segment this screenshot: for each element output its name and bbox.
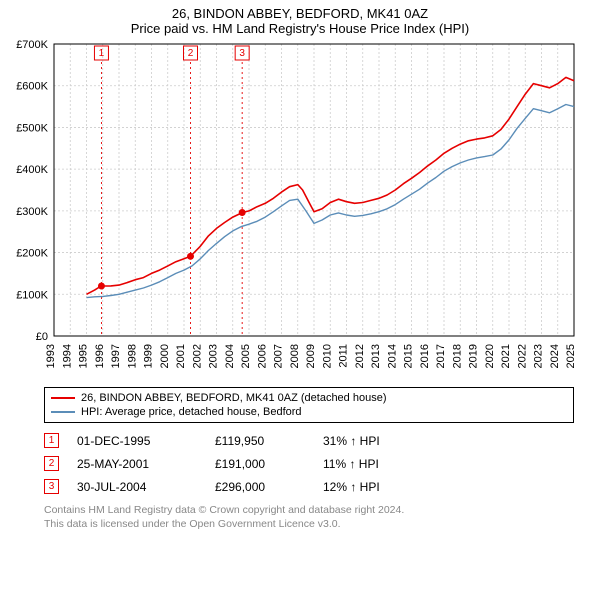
svg-text:£0: £0 [36, 331, 48, 343]
sales-delta: 31% ↑ HPI [323, 434, 574, 448]
svg-text:2001: 2001 [175, 344, 187, 368]
legend-swatch [51, 411, 75, 413]
svg-text:2008: 2008 [289, 344, 301, 368]
svg-text:2011: 2011 [338, 344, 350, 368]
svg-text:£500K: £500K [16, 122, 48, 134]
sales-marker: 1 [44, 433, 59, 448]
legend-item: 26, BINDON ABBEY, BEDFORD, MK41 0AZ (det… [51, 391, 567, 405]
sales-row: 3 30-JUL-2004 £296,000 12% ↑ HPI [44, 475, 574, 498]
svg-text:£400K: £400K [16, 164, 48, 176]
svg-text:£600K: £600K [16, 81, 48, 93]
sales-marker: 3 [44, 479, 59, 494]
svg-text:2017: 2017 [435, 344, 447, 368]
footer-line-1: Contains HM Land Registry data © Crown c… [44, 504, 574, 518]
svg-text:1994: 1994 [61, 344, 73, 368]
legend-label: HPI: Average price, detached house, Bedf… [81, 405, 302, 419]
svg-text:2010: 2010 [321, 344, 333, 368]
sales-price: £119,950 [215, 434, 305, 448]
svg-text:£300K: £300K [16, 206, 48, 218]
svg-text:£200K: £200K [16, 248, 48, 260]
svg-text:£700K: £700K [16, 40, 48, 51]
svg-text:2016: 2016 [419, 344, 431, 368]
svg-text:2006: 2006 [256, 344, 268, 368]
svg-text:2007: 2007 [273, 344, 285, 368]
legend-label: 26, BINDON ABBEY, BEDFORD, MK41 0AZ (det… [81, 391, 387, 405]
svg-text:1998: 1998 [126, 344, 138, 368]
svg-text:2009: 2009 [305, 344, 317, 368]
sales-date: 30-JUL-2004 [77, 480, 197, 494]
svg-text:3: 3 [239, 48, 245, 59]
sales-price: £296,000 [215, 480, 305, 494]
svg-text:1996: 1996 [94, 344, 106, 368]
svg-text:1993: 1993 [45, 344, 57, 368]
svg-text:2012: 2012 [354, 344, 366, 368]
legend: 26, BINDON ABBEY, BEDFORD, MK41 0AZ (det… [44, 387, 574, 423]
svg-text:2015: 2015 [403, 344, 415, 368]
svg-text:2013: 2013 [370, 344, 382, 368]
sales-date: 25-MAY-2001 [77, 457, 197, 471]
sales-price: £191,000 [215, 457, 305, 471]
svg-text:2021: 2021 [500, 344, 512, 368]
footer-attribution: Contains HM Land Registry data © Crown c… [44, 504, 574, 531]
sales-row: 1 01-DEC-1995 £119,950 31% ↑ HPI [44, 429, 574, 452]
sales-table: 1 01-DEC-1995 £119,950 31% ↑ HPI 2 25-MAY-200… [44, 429, 574, 498]
line-chart: £0 £100K £200K £300K £400K £500K £600K £700K 199… [10, 40, 590, 380]
page-subtitle: Price paid vs. HM Land Registry's House … [0, 21, 600, 40]
sales-marker: 2 [44, 456, 59, 471]
svg-text:1999: 1999 [143, 344, 155, 368]
chart-container: £0 £100K £200K £300K £400K £500K £600K £700K 199… [10, 40, 590, 385]
sales-delta: 11% ↑ HPI [323, 457, 574, 471]
sales-delta: 12% ↑ HPI [323, 480, 574, 494]
sales-date: 01-DEC-1995 [77, 434, 197, 448]
sales-row: 2 25-MAY-2001 £191,000 11% ↑ HPI [44, 452, 574, 475]
svg-text:2005: 2005 [240, 344, 252, 368]
svg-text:2018: 2018 [451, 344, 463, 368]
svg-text:1997: 1997 [110, 344, 122, 368]
svg-text:2020: 2020 [484, 344, 496, 368]
svg-text:2002: 2002 [191, 344, 203, 368]
svg-text:2019: 2019 [468, 344, 480, 368]
page-title: 26, BINDON ABBEY, BEDFORD, MK41 0AZ [0, 0, 600, 21]
svg-text:2022: 2022 [516, 344, 528, 368]
svg-text:1995: 1995 [78, 344, 90, 368]
svg-text:2000: 2000 [159, 344, 171, 368]
legend-swatch [51, 397, 75, 399]
footer-line-2: This data is licensed under the Open Gov… [44, 518, 574, 532]
svg-text:1: 1 [99, 48, 105, 59]
svg-text:2003: 2003 [208, 344, 220, 368]
svg-text:2025: 2025 [565, 344, 577, 368]
svg-text:2004: 2004 [224, 344, 236, 368]
legend-item: HPI: Average price, detached house, Bedf… [51, 405, 567, 419]
svg-text:2024: 2024 [549, 344, 561, 368]
svg-text:2023: 2023 [533, 344, 545, 368]
svg-text:2014: 2014 [386, 344, 398, 368]
svg-text:2: 2 [188, 48, 194, 59]
svg-text:£100K: £100K [16, 289, 48, 301]
